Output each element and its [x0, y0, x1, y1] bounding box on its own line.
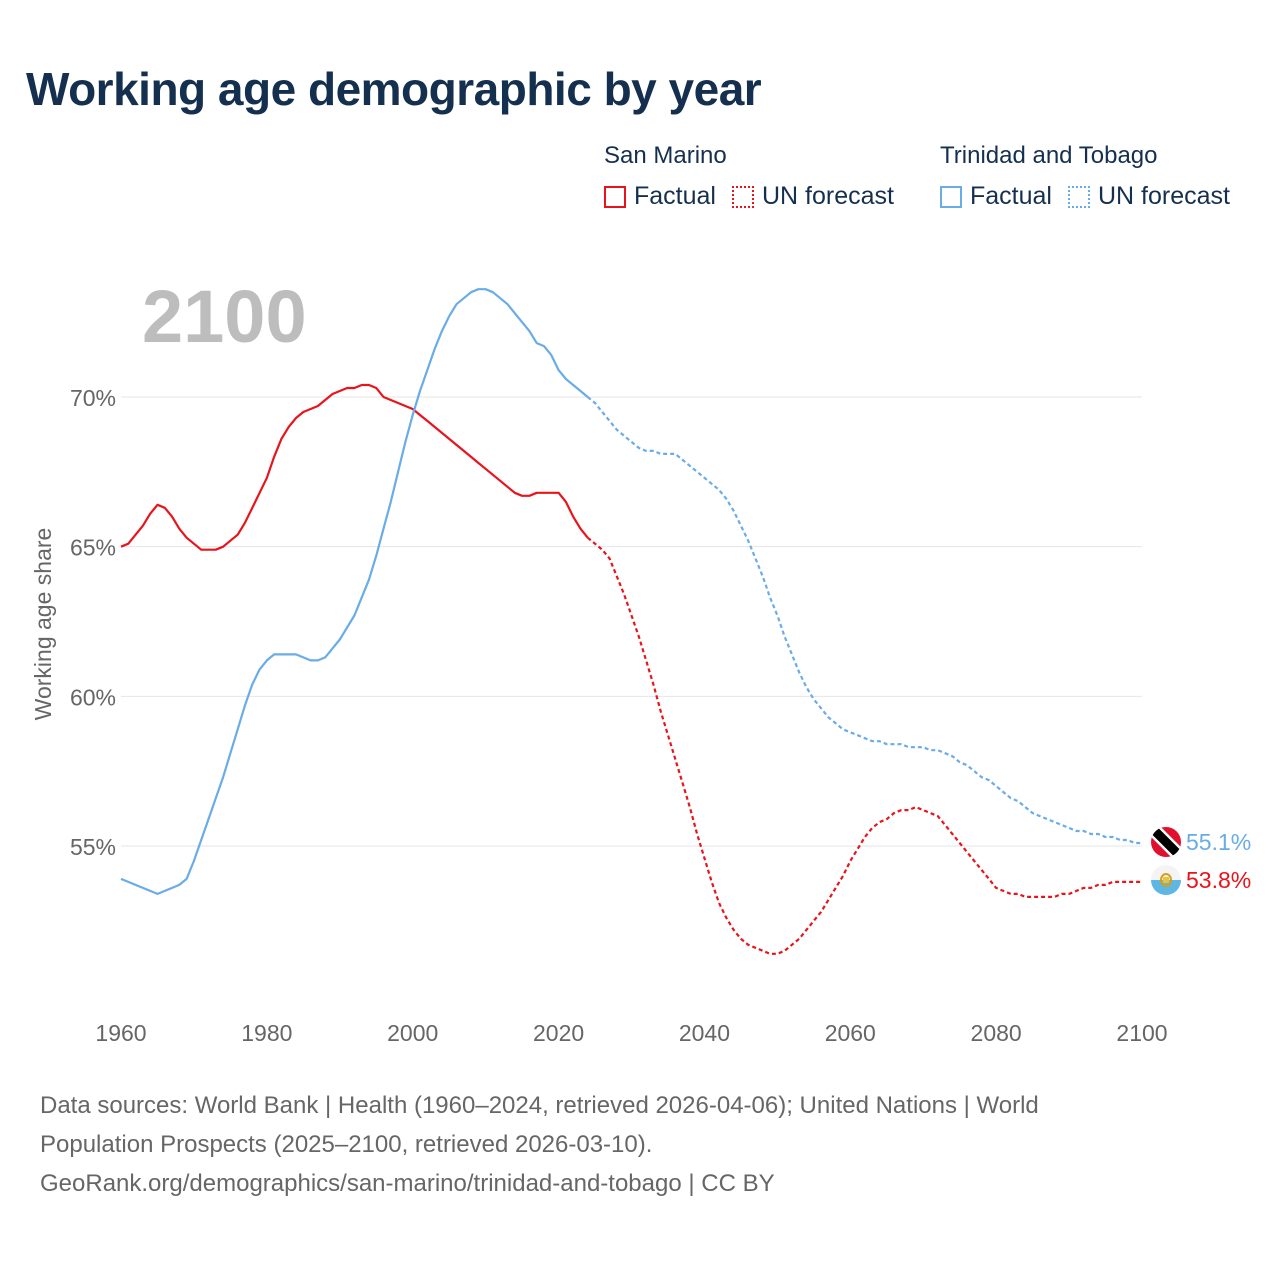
end-value-label-trinidad-and-tobago: 55.1% [1186, 829, 1251, 855]
x-tick-label: 2000 [387, 1020, 438, 1046]
flag-trinidad-and-tobago-icon [1151, 827, 1181, 857]
series-line-factual-trinidad-and-tobago[interactable] [120, 288, 589, 895]
footer-line: Data sources: World Bank | Health (1960–… [40, 1092, 1039, 1119]
legend-label: UN forecast [761, 182, 894, 210]
y-tick-label: 70% [70, 385, 116, 411]
y-axis-label: Working age share [30, 528, 56, 721]
legend-item-forecast[interactable]: UN forecast [731, 182, 894, 211]
series-line-forecast-san-marino[interactable] [587, 536, 1142, 955]
legend-swatch-dotted [731, 185, 754, 208]
legend-swatch-dotted [1067, 185, 1090, 208]
series-line-forecast-trinidad-and-tobago[interactable] [587, 396, 1142, 845]
y-tick-label: 60% [70, 684, 116, 710]
chart-title: Working age demographic by year [26, 63, 762, 115]
source-footer: Data sources: World Bank | Health (1960–… [40, 1086, 1240, 1203]
legend-item-forecast[interactable]: UN forecast [1067, 182, 1230, 211]
year-watermark: 2100 [142, 275, 307, 358]
line-chart: 2100 Working age share 55% 60% 65% 70% 1960 1… [30, 275, 1251, 1046]
legend-item-factual[interactable]: Factual [940, 182, 1052, 211]
x-tick-label: 2020 [533, 1020, 584, 1046]
x-tick-label: 2080 [971, 1020, 1022, 1046]
end-value-label-san-marino: 53.8% [1186, 867, 1251, 893]
x-tick-label: 1960 [95, 1020, 146, 1046]
legend-group-san-marino: San Marino Factual UN forecast [604, 142, 910, 211]
legend-country-name: Trinidad and Tobago [940, 142, 1158, 169]
legend-label: Factual [634, 182, 716, 210]
legend-label: UN forecast [1097, 182, 1230, 210]
legend-item-factual[interactable]: Factual [604, 182, 716, 211]
legend-swatch-solid [604, 185, 626, 208]
x-tick-label: 2060 [825, 1020, 876, 1046]
x-tick-label: 1980 [241, 1020, 292, 1046]
legend-group-trinidad-and-tobago: Trinidad and Tobago Factual UN forecast [940, 142, 1246, 211]
x-tick-label: 2100 [1116, 1020, 1167, 1046]
series-line-factual-san-marino[interactable] [120, 383, 589, 551]
y-tick-label: 65% [70, 535, 116, 561]
footer-line: Population Prospects (2025–2100, retriev… [40, 1131, 653, 1158]
flag-san-marino-icon [1151, 865, 1181, 895]
legend-label: Factual [970, 182, 1052, 210]
legend-swatch-solid [940, 185, 962, 208]
x-tick-label: 2040 [679, 1020, 730, 1046]
footer-line[interactable]: GeoRank.org/demographics/san-marino/trin… [40, 1170, 775, 1197]
legend-country-name: San Marino [604, 142, 727, 169]
y-tick-label: 55% [70, 834, 116, 860]
